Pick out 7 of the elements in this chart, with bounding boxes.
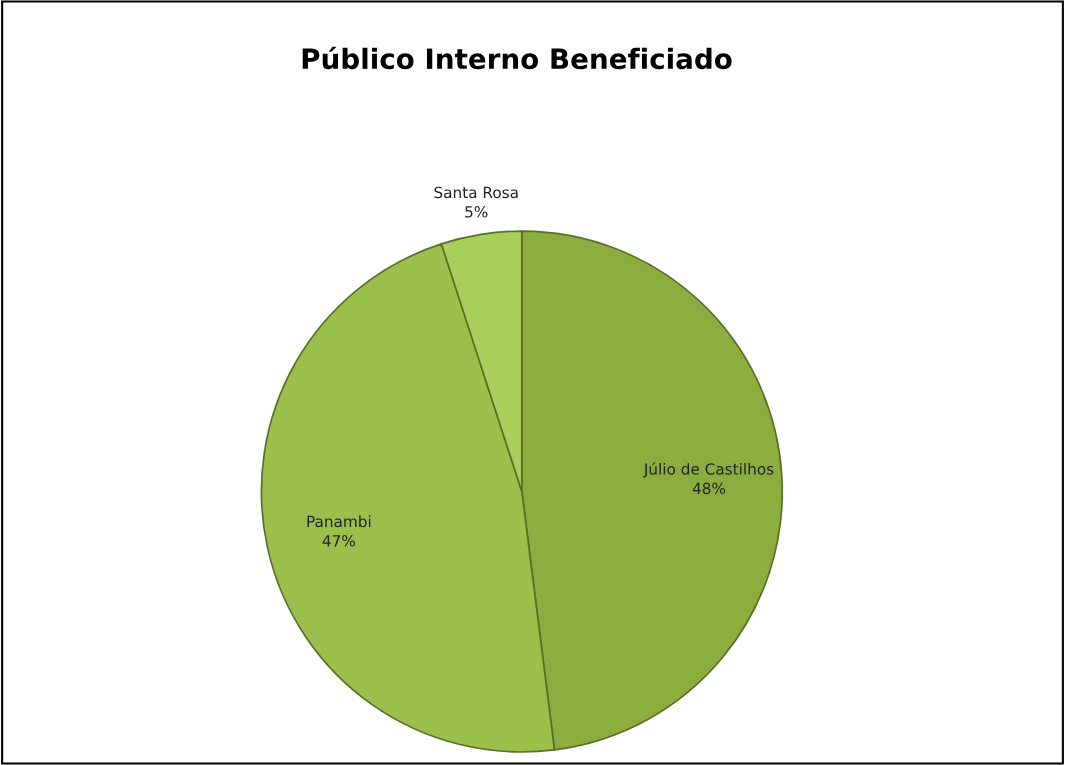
data-label: 48% (692, 482, 726, 495)
slice-label: Santa Rosa (434, 186, 518, 199)
data-label: 5% (465, 206, 488, 218)
data-label: 47% (322, 535, 355, 547)
slice-label: Júlio de Castilhos (643, 462, 774, 478)
chart-title: Público Interno Beneficiado (302, 46, 732, 70)
slice-label: Panambi (307, 515, 371, 528)
